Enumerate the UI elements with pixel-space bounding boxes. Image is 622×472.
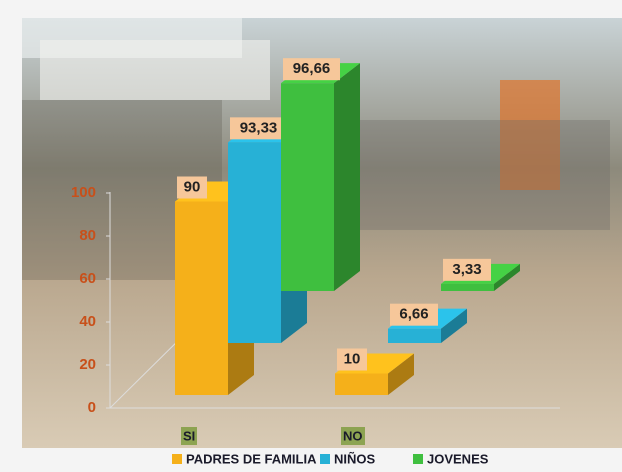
chart: 0 20 40 60 80 100 90 10 93,33 6,66 96,66 3,33 SI NO PA… [0,0,622,472]
legend-swatch [320,454,330,464]
bar-front [281,83,334,291]
bar-front [228,142,281,343]
legend-label: JOVENES [427,451,489,466]
legend-swatch [413,454,423,464]
value-label: 93,33 [240,119,278,136]
legend-swatch [172,454,182,464]
legend-label: NIÑOS [334,451,376,466]
bar-front [175,202,228,396]
bar [281,63,360,291]
bar-front [388,329,441,343]
x-tick-label: SI [183,428,195,443]
value-label: 96,66 [293,60,331,77]
value-label: 3,33 [452,261,481,278]
y-tick-label: 0 [88,399,96,416]
value-label: 10 [344,350,361,367]
photo-crowd [360,120,610,230]
bar-side [334,63,360,291]
photo-building [40,40,270,100]
legend-label: PADRES DE FAMILIA [186,451,317,466]
value-label: 90 [184,178,201,195]
y-tick-label: 80 [79,227,96,244]
bar-front [335,374,388,396]
y-tick-label: 40 [79,313,96,330]
bar-front [441,284,494,291]
y-tick-label: 20 [79,356,96,373]
value-label: 6,66 [399,306,428,323]
y-tick-label: 60 [79,270,96,287]
y-tick-label: 100 [71,184,96,201]
x-tick-label: NO [343,428,363,443]
